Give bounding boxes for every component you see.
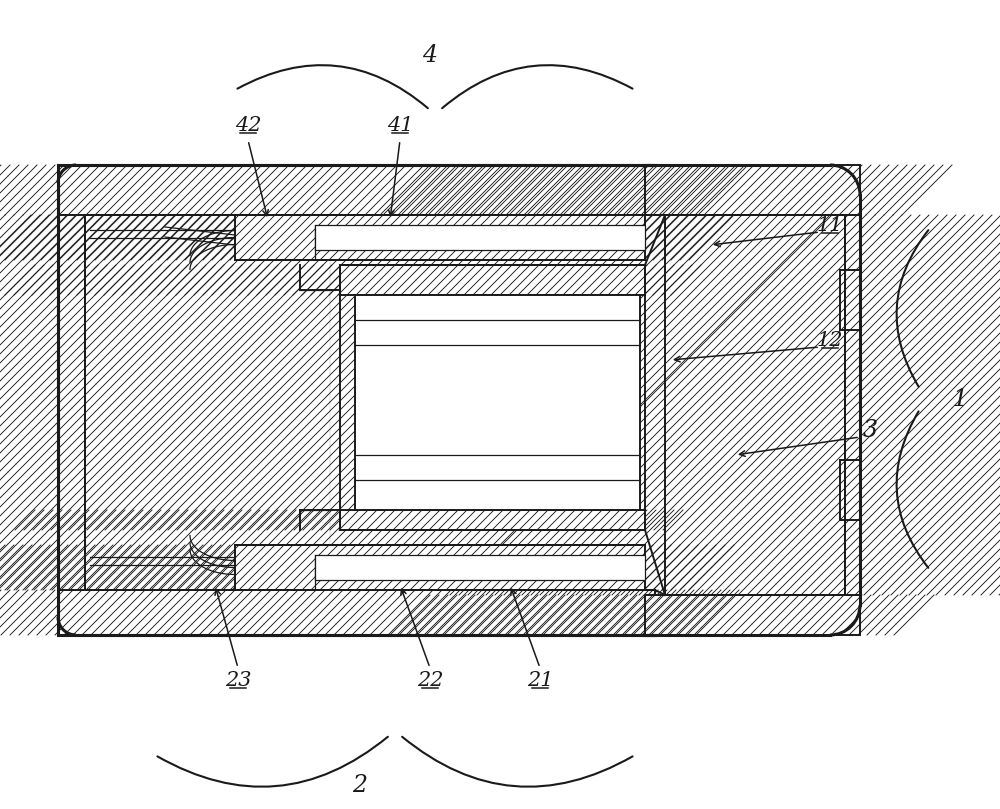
Text: 4: 4 — [422, 44, 438, 66]
Text: 22: 22 — [417, 671, 443, 689]
Bar — [340, 510, 645, 530]
Text: 1: 1 — [952, 388, 968, 410]
Bar — [235, 545, 645, 590]
Bar — [355, 295, 640, 510]
Text: 23: 23 — [225, 671, 251, 689]
Bar — [58, 215, 85, 590]
Bar — [645, 165, 860, 215]
Bar — [315, 225, 645, 250]
Bar — [58, 590, 655, 635]
Bar — [845, 215, 860, 595]
Text: 42: 42 — [235, 116, 261, 134]
Bar — [315, 555, 645, 580]
Bar — [355, 295, 640, 510]
Bar — [235, 215, 645, 260]
Text: 3: 3 — [862, 418, 878, 442]
Text: 41: 41 — [387, 116, 413, 134]
Text: 12: 12 — [817, 331, 843, 349]
Bar — [665, 215, 845, 595]
Text: 11: 11 — [817, 215, 843, 235]
Text: 21: 21 — [527, 671, 553, 689]
Bar — [340, 265, 645, 295]
Text: 2: 2 — [352, 773, 368, 797]
Bar — [58, 165, 655, 215]
Bar — [645, 595, 860, 635]
Bar — [85, 215, 330, 590]
